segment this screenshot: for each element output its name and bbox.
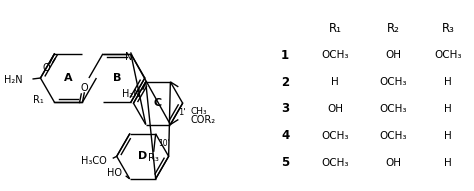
Text: OCH₃: OCH₃ [379, 131, 407, 141]
Text: H: H [444, 77, 452, 87]
Text: OCH₃: OCH₃ [379, 104, 407, 114]
Text: B: B [113, 73, 121, 83]
Text: R₁: R₁ [328, 22, 342, 35]
Text: A: A [64, 73, 73, 83]
Text: 2: 2 [281, 75, 289, 88]
Text: C: C [154, 98, 162, 108]
Text: D: D [138, 151, 147, 161]
Text: 3: 3 [281, 103, 289, 116]
Text: OH: OH [385, 158, 401, 168]
Text: 1: 1 [281, 49, 289, 62]
Text: O: O [81, 83, 88, 93]
Text: 4: 4 [281, 129, 289, 142]
Text: COR₂: COR₂ [191, 115, 216, 125]
Text: R₁: R₁ [33, 95, 44, 105]
Text: CH₃: CH₃ [191, 107, 207, 116]
Text: H: H [331, 77, 339, 87]
Text: OCH₃: OCH₃ [434, 50, 462, 60]
Text: N: N [125, 52, 133, 62]
Text: H₂N: H₂N [4, 75, 22, 85]
Text: H: H [444, 131, 452, 141]
Text: 10': 10' [159, 139, 171, 148]
Text: H₃CO: H₃CO [81, 156, 107, 166]
Text: OCH₃: OCH₃ [379, 77, 407, 87]
Text: O: O [43, 63, 50, 73]
Text: OCH₃: OCH₃ [321, 50, 349, 60]
Text: OCH₃: OCH₃ [321, 158, 349, 168]
Text: H: H [444, 158, 452, 168]
Text: H₂N: H₂N [122, 89, 141, 99]
Text: R₂: R₂ [387, 22, 400, 35]
Text: OCH₃: OCH₃ [321, 131, 349, 141]
Text: R₃: R₃ [442, 22, 455, 35]
Text: R₃: R₃ [148, 153, 159, 163]
Text: HO: HO [107, 168, 122, 178]
Text: 1': 1' [178, 108, 186, 117]
Text: OH: OH [327, 104, 343, 114]
Text: H: H [444, 104, 452, 114]
Text: OH: OH [385, 50, 401, 60]
Text: 5: 5 [281, 156, 289, 169]
